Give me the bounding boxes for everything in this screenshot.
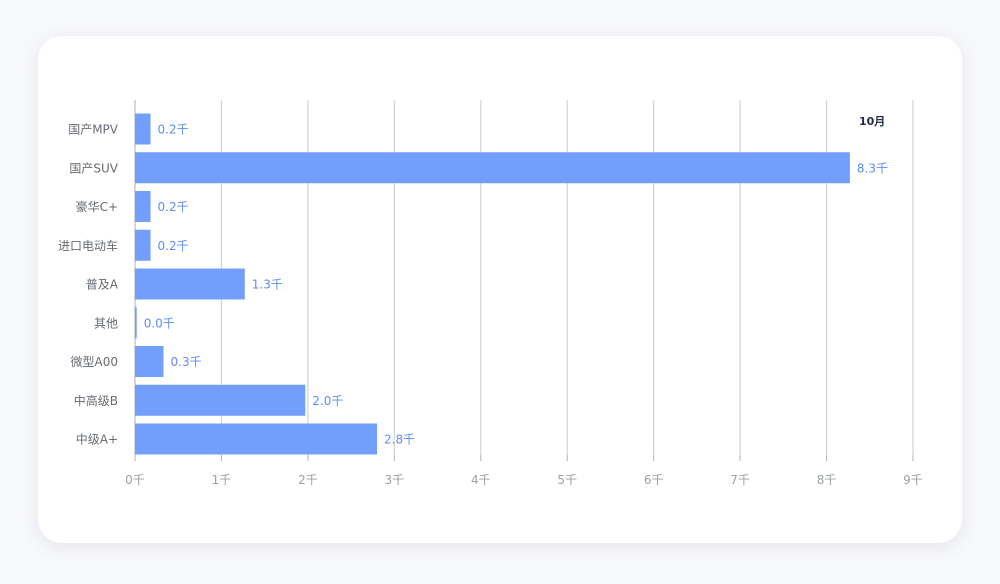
x-tick-label: 6千: [644, 473, 664, 487]
bar: [135, 152, 850, 184]
category-label: 微型A00: [71, 355, 118, 369]
x-tick-label: 8千: [817, 473, 837, 487]
bar: [135, 229, 151, 261]
category-label: 中高级B: [74, 393, 118, 408]
category-label: 国产SUV: [69, 161, 118, 175]
x-tick-label: 1千: [212, 473, 232, 487]
value-label: 2.8千: [384, 433, 415, 447]
x-tick-label: 3千: [385, 473, 405, 487]
bar: [135, 423, 378, 455]
value-label: 0.0千: [144, 316, 175, 330]
value-label: 0.2千: [158, 123, 189, 137]
value-label: 1.3千: [252, 278, 283, 292]
x-tick-label: 4千: [471, 473, 491, 487]
bar: [135, 191, 151, 222]
period-label: 10月: [859, 115, 885, 128]
x-tick-label: 5千: [557, 473, 577, 487]
category-label: 其他: [94, 316, 118, 330]
value-label: 0.2千: [158, 239, 189, 253]
category-label: 国产MPV: [68, 123, 119, 137]
category-label: 豪华C+: [76, 199, 118, 214]
x-tick-label: 7千: [730, 473, 750, 487]
value-label: 8.3千: [857, 161, 888, 175]
value-label: 0.3千: [171, 355, 202, 369]
bars: [135, 113, 850, 455]
category-label: 中级A+: [76, 432, 118, 447]
category-label: 普及A: [86, 278, 119, 292]
bar: [135, 113, 151, 145]
bar: [135, 268, 245, 300]
x-tick-label: 2千: [298, 473, 318, 487]
value-labels: 0.2千 8.3千 0.2千 0.2千 1.3千 0.0千 0.3千 2.0千 2.8千: [144, 123, 888, 447]
value-label: 0.2千: [158, 200, 189, 214]
x-tick-labels: 0千 1千 2千 3千 4千 5千 6千 7千 8千 9千: [125, 473, 923, 487]
value-label: 2.0千: [312, 394, 343, 408]
bar: [135, 384, 306, 416]
x-tick-label: 9千: [903, 473, 923, 487]
bar: [135, 307, 137, 339]
x-tick-label: 0千: [125, 473, 145, 487]
category-label: 进口电动车: [58, 238, 118, 253]
bar: [135, 346, 164, 377]
